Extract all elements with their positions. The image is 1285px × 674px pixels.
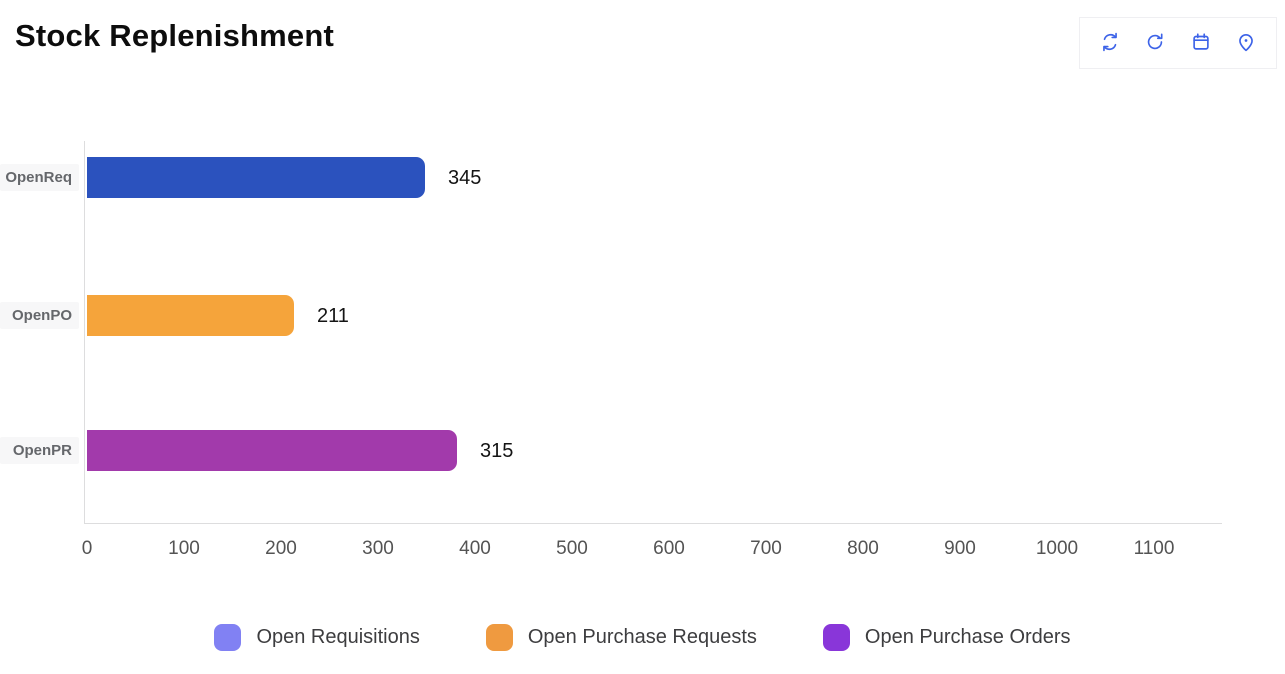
legend-label: Open Requisitions: [256, 626, 420, 648]
x-tick-100: 100: [168, 538, 200, 559]
calendar-button[interactable]: [1186, 28, 1216, 58]
x-axis-line: [84, 523, 1222, 524]
x-tick-0: 0: [81, 538, 93, 559]
x-tick-200: 200: [265, 538, 297, 559]
x-tick-500: 500: [556, 538, 588, 559]
legend-item-open-requisitions[interactable]: Open Requisitions: [214, 624, 420, 651]
x-tick-600: 600: [653, 538, 685, 559]
page-title: Stock Replenishment: [15, 18, 335, 53]
value-label-openpo: 211: [317, 305, 349, 327]
sync-icon: [1099, 31, 1121, 56]
x-tick-1000: 1000: [1035, 538, 1079, 559]
x-tick-700: 700: [750, 538, 782, 559]
category-label-openreq: OpenReq: [0, 164, 79, 191]
x-tick-300: 300: [362, 538, 394, 559]
bar-openpo[interactable]: [87, 295, 294, 336]
sync-button[interactable]: [1095, 28, 1125, 58]
location-icon: [1235, 31, 1257, 56]
bar-openreq[interactable]: [87, 157, 425, 198]
calendar-icon: [1190, 31, 1212, 56]
x-tick-400: 400: [459, 538, 491, 559]
refresh-button[interactable]: [1140, 28, 1170, 58]
value-label-openreq: 345: [448, 167, 482, 189]
legend-label: Open Purchase Requests: [527, 626, 757, 648]
legend-swatch: [822, 624, 850, 651]
x-tick-1100: 1100: [1133, 538, 1175, 559]
legend-swatch: [485, 624, 513, 651]
chart-legend: Open Requisitions Open Purchase Requests O…: [0, 624, 1285, 651]
category-label-openpr: OpenPR: [0, 437, 79, 464]
legend-label: Open Purchase Orders: [864, 626, 1071, 648]
x-tick-800: 800: [847, 538, 879, 559]
x-tick-900: 900: [944, 538, 976, 559]
legend-swatch: [214, 624, 242, 651]
legend-item-open-purchase-requests[interactable]: Open Purchase Requests: [485, 624, 757, 651]
y-axis-line: [84, 141, 85, 523]
chart-toolbar: [1079, 17, 1277, 69]
refresh-icon: [1144, 31, 1166, 56]
legend-item-open-purchase-orders[interactable]: Open Purchase Orders: [822, 624, 1071, 651]
bar-openpr[interactable]: [87, 430, 457, 471]
category-label-openpo: OpenPO: [0, 302, 79, 329]
location-button[interactable]: [1231, 28, 1261, 58]
value-label-openpr: 315: [480, 440, 514, 462]
